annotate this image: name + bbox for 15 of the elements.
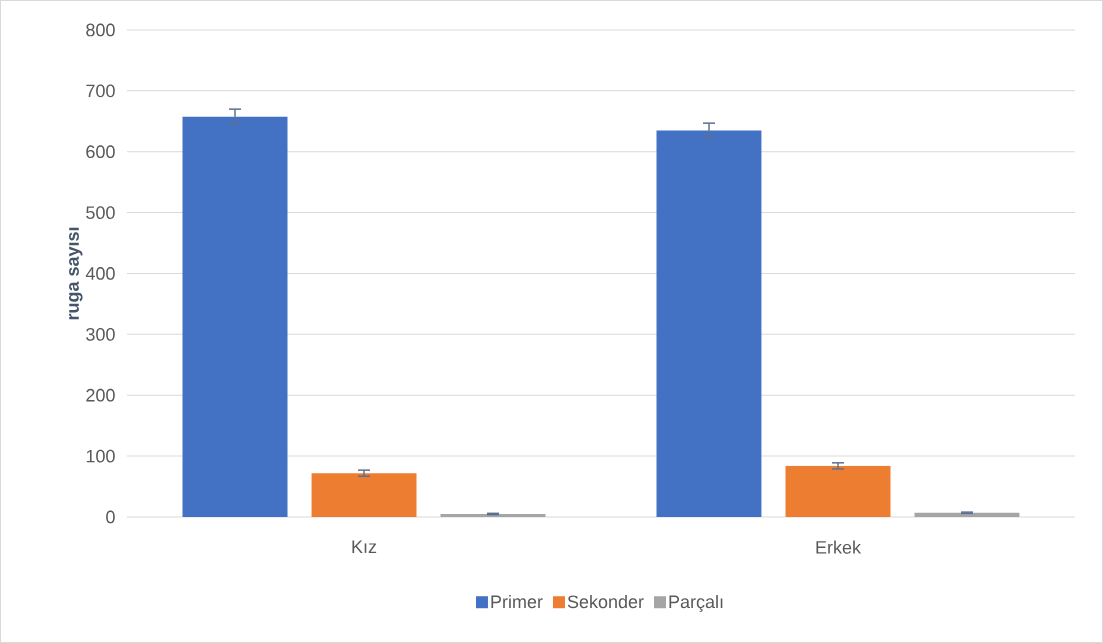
y-tick-label: 300 — [86, 327, 115, 341]
x-tick-label: Kız — [352, 540, 377, 553]
y-tick-label: 800 — [86, 23, 115, 37]
y-tick-label: 0 — [106, 510, 115, 524]
legend-label: Sekonder — [567, 594, 644, 609]
y-tick-label: 700 — [86, 84, 115, 98]
legend-label: Primer — [491, 594, 543, 609]
y-tick-label: 100 — [86, 449, 115, 463]
y-tick-label: 400 — [85, 267, 115, 280]
y-axis-title: ruga sayısı — [69, 227, 83, 320]
legend-label: Parçalı — [669, 594, 723, 612]
y-tick-label: 600 — [86, 145, 115, 159]
x-tick-label: Erkek — [816, 540, 862, 554]
y-tick-label: 200 — [86, 388, 115, 402]
y-tick-label: 500 — [86, 206, 115, 219]
